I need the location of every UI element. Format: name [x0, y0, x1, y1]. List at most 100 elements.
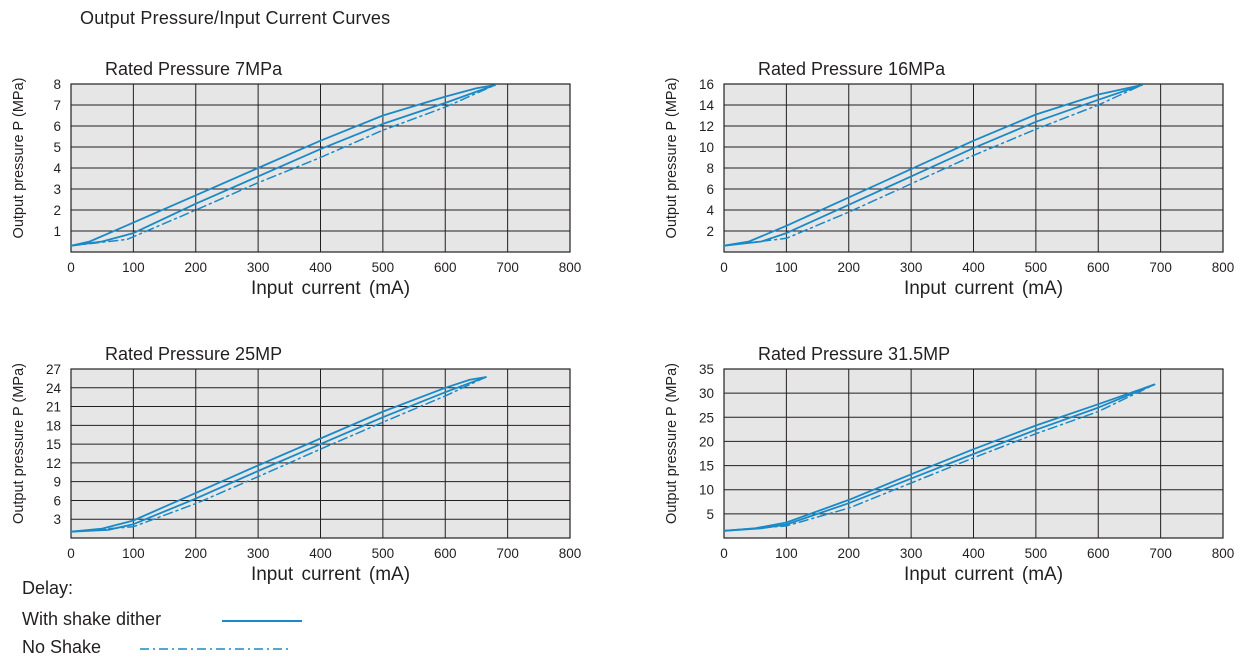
x-tick-label: 200 — [184, 546, 207, 561]
y-axis-label: Output pressure P (MPa) — [664, 363, 680, 524]
y-tick-label: 30 — [699, 386, 714, 401]
y-tick-label: 7 — [53, 98, 61, 113]
plot-frame — [723, 368, 1224, 539]
chart-title: Rated Pressure 16MPa — [758, 59, 946, 79]
legend-swatch-dashdot — [140, 648, 290, 650]
series-line-with-shake — [70, 84, 496, 247]
x-axis-label: Input current (mA) — [904, 278, 1063, 299]
y-axis-label: Output pressure P (MPa) — [664, 78, 680, 239]
y-axis-label: Output pressure P (MPa) — [11, 363, 27, 524]
x-tick-label: 800 — [559, 260, 582, 275]
y-axis-label: Output pressure P (MPa) — [11, 78, 27, 239]
x-tick-label: 400 — [309, 260, 332, 275]
y-tick-label: 10 — [699, 483, 714, 498]
x-tick-label: 700 — [496, 546, 519, 561]
chart-2: 0 100 200 300 400 500 600 700 800 2 4 6 8 10 12 14 16 Rat… — [664, 59, 1234, 299]
series-line-with-shake — [70, 84, 496, 247]
series-line-no-shake — [70, 376, 487, 533]
plot-frame — [723, 83, 1224, 253]
legend-item-label: No Shake — [22, 637, 102, 657]
y-tick-label: 5 — [53, 140, 61, 155]
y-tick-label: 15 — [699, 459, 714, 474]
y-tick-label: 4 — [53, 161, 61, 176]
series-line-with-shake — [723, 84, 1143, 247]
x-tick-label: 800 — [1212, 260, 1235, 275]
series-line-no-shake — [70, 84, 496, 247]
x-tick-label: 700 — [1149, 546, 1172, 561]
x-tick-label: 300 — [247, 260, 270, 275]
plot-frame — [70, 83, 571, 253]
legend-item-with-shake: With shake dither — [22, 609, 302, 630]
page-title: Output Pressure/Input Current Curves — [80, 8, 391, 28]
series-line-with-shake — [723, 383, 1156, 532]
y-tick-label: 3 — [53, 512, 61, 527]
legend-swatch-solid — [222, 620, 302, 622]
chart-4: 0 100 200 300 400 500 600 700 800 5 10 15 20 25 30 35 Ra… — [664, 344, 1234, 585]
y-tick-label: 2 — [53, 203, 61, 218]
y-tick-label: 6 — [706, 182, 714, 197]
series-line-with-shake — [723, 84, 1143, 247]
x-tick-label: 300 — [900, 260, 923, 275]
x-tick-label: 400 — [962, 260, 985, 275]
series-line-no-shake — [723, 84, 1143, 247]
x-axis-label: Input current (mA) — [251, 564, 410, 585]
y-tick-label: 35 — [699, 362, 714, 377]
legend: Delay: With shake dither No Shake — [22, 578, 342, 660]
chart-title: Rated Pressure 25MP — [105, 344, 282, 364]
y-tick-label: 8 — [706, 161, 714, 176]
x-tick-label: 400 — [309, 546, 332, 561]
x-tick-label: 500 — [1025, 260, 1048, 275]
plot-frame — [70, 368, 571, 539]
x-tick-label: 500 — [1025, 546, 1048, 561]
y-tick-label: 14 — [699, 98, 715, 113]
x-tick-label: 400 — [962, 546, 985, 561]
y-tick-label: 8 — [53, 77, 61, 92]
x-tick-label: 0 — [67, 260, 75, 275]
x-tick-label: 200 — [837, 546, 860, 561]
y-tick-label: 2 — [706, 224, 714, 239]
series-line-no-shake — [723, 383, 1156, 532]
chart-title: Rated Pressure 31.5MP — [758, 344, 950, 364]
chart-title: Rated Pressure 7MPa — [105, 59, 283, 79]
x-tick-label: 800 — [559, 546, 582, 561]
legend-item-label: With shake dither — [22, 609, 162, 629]
y-tick-label: 12 — [699, 119, 714, 134]
y-tick-label: 25 — [699, 410, 714, 425]
x-tick-label: 300 — [900, 546, 923, 561]
y-tick-label: 9 — [53, 475, 61, 490]
y-tick-label: 6 — [53, 493, 61, 508]
chart-3: 0 100 200 300 400 500 600 700 800 3 6 9 12 15 18 21 24 27… — [11, 344, 581, 585]
legend-title: Delay: — [22, 578, 74, 598]
y-tick-label: 10 — [699, 140, 714, 155]
x-tick-label: 500 — [372, 546, 395, 561]
y-tick-label: 15 — [46, 437, 61, 452]
y-tick-label: 21 — [46, 400, 61, 415]
x-tick-label: 800 — [1212, 546, 1235, 561]
x-axis-label: Input current (mA) — [904, 564, 1063, 585]
legend-item-no-shake: No Shake — [22, 637, 290, 658]
x-tick-label: 100 — [775, 546, 798, 561]
y-tick-label: 18 — [46, 418, 61, 433]
x-tick-label: 700 — [1149, 260, 1172, 275]
y-tick-label: 5 — [706, 507, 714, 522]
x-tick-label: 0 — [67, 546, 75, 561]
chart-1: 0 100 200 300 400 500 600 700 800 1 2 3 4 5 6 7 8 Rated P… — [11, 59, 581, 299]
y-tick-label: 3 — [53, 182, 61, 197]
y-tick-label: 1 — [53, 224, 61, 239]
y-tick-label: 12 — [46, 456, 61, 471]
x-tick-label: 500 — [372, 260, 395, 275]
x-tick-label: 0 — [720, 260, 728, 275]
x-tick-label: 600 — [434, 546, 457, 561]
x-tick-label: 200 — [184, 260, 207, 275]
x-tick-label: 600 — [1087, 546, 1110, 561]
y-tick-label: 24 — [46, 381, 62, 396]
x-tick-label: 0 — [720, 546, 728, 561]
series-line-with-shake — [70, 376, 487, 533]
x-tick-label: 300 — [247, 546, 270, 561]
y-tick-label: 20 — [699, 434, 714, 449]
x-tick-label: 600 — [434, 260, 457, 275]
x-tick-label: 600 — [1087, 260, 1110, 275]
y-tick-label: 16 — [699, 77, 714, 92]
x-tick-label: 100 — [775, 260, 798, 275]
